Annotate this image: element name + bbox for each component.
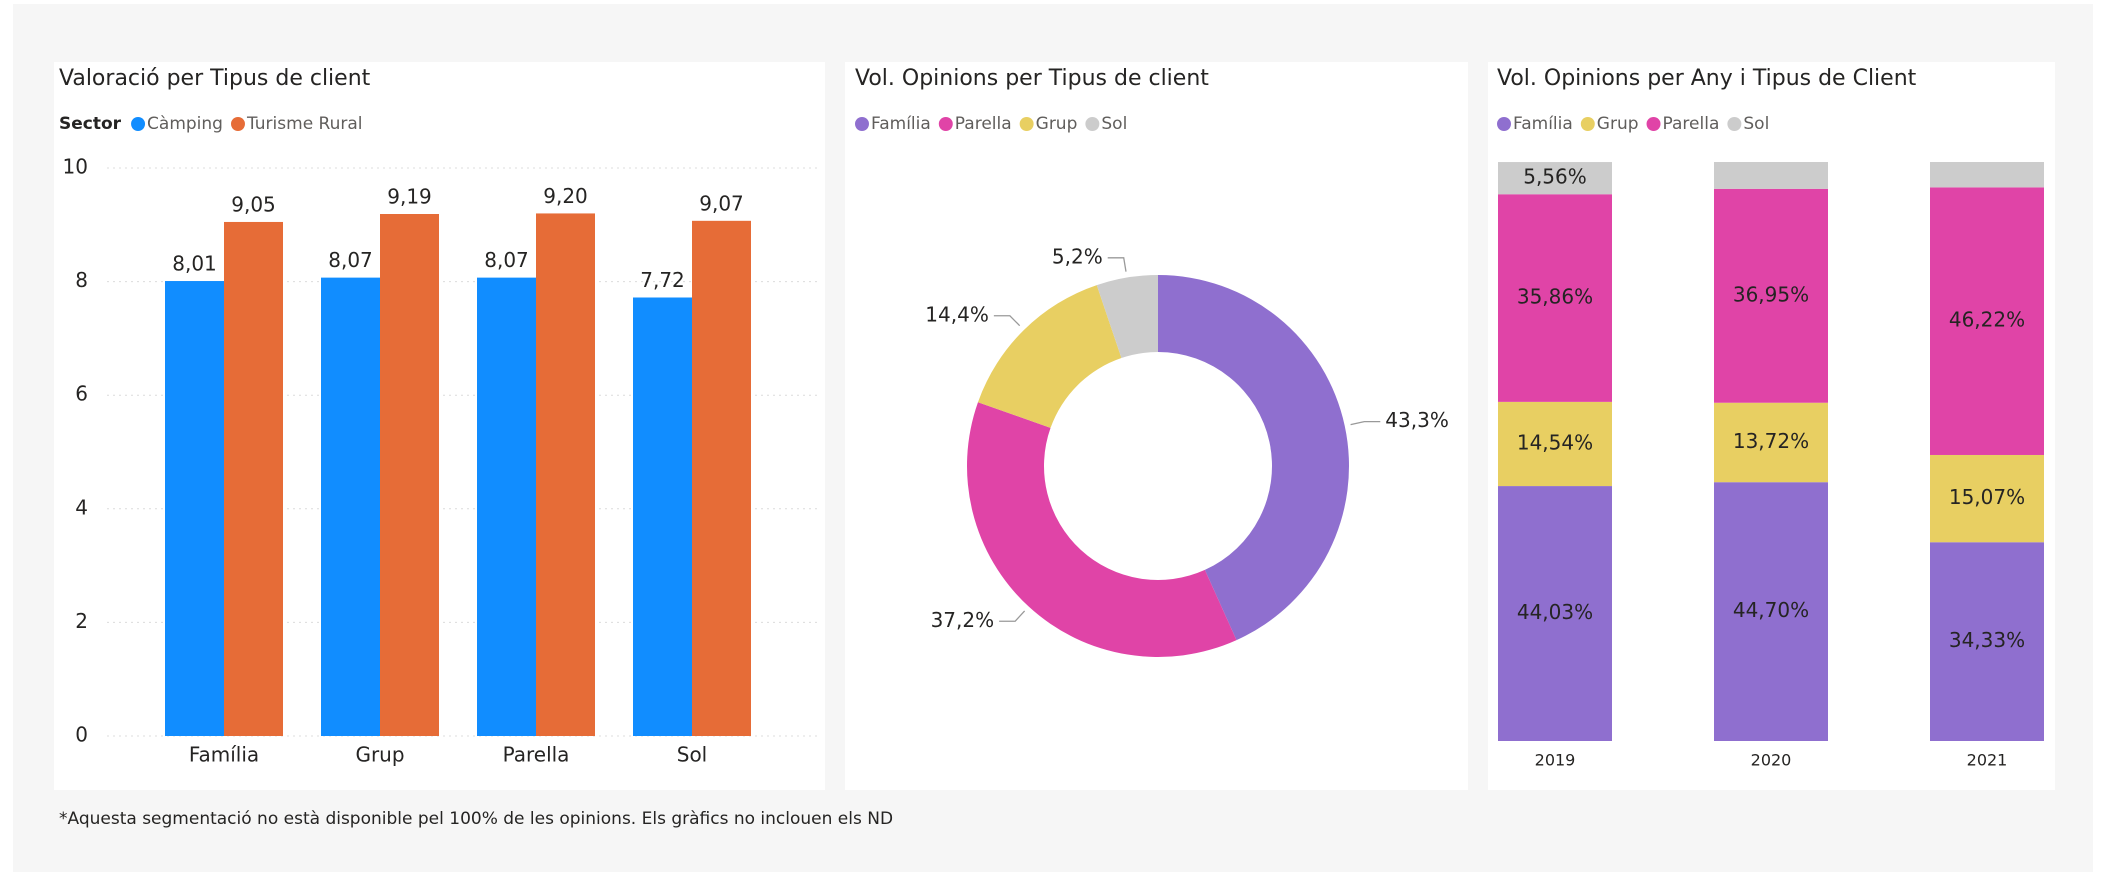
legend-label: Família (1513, 114, 1573, 134)
data-label: 36,95% (1733, 282, 1809, 306)
bar-segment (1498, 486, 1612, 741)
bar (692, 220, 751, 737)
legend-label: Càmping (147, 114, 223, 134)
legend-label: Grup (1597, 114, 1639, 134)
legend-label: Sol (1743, 114, 1769, 134)
data-label: 9,19 (387, 185, 432, 209)
bar-segment (1714, 162, 1828, 189)
data-label: 7,72 (640, 268, 685, 292)
bar (633, 297, 692, 736)
data-label: 14,4% (925, 302, 989, 326)
bar-segment (1930, 454, 2044, 543)
bar-segment (1714, 188, 1828, 403)
data-label: 8,01 (172, 252, 217, 276)
legend-title: Sector (59, 114, 122, 134)
bar (536, 213, 595, 736)
chart-title: Vol. Opinions per Tipus de client (855, 66, 1209, 91)
donut-segment (967, 402, 1237, 657)
panel (845, 62, 1468, 790)
donut-segment (1158, 275, 1350, 641)
legend-marker (1646, 117, 1661, 131)
bar (165, 281, 224, 736)
data-label: 15,07% (1949, 485, 2025, 509)
bar-segment (1714, 482, 1828, 741)
data-label: 35,86% (1517, 285, 1593, 309)
data-label: 9,05 (231, 192, 276, 216)
bar-segment (1498, 401, 1612, 487)
donut-segment (1096, 275, 1158, 359)
data-label: 37,2% (931, 608, 995, 632)
legend-marker (1497, 117, 1511, 131)
legend-marker (1019, 117, 1034, 131)
data-label: 46,22% (1949, 308, 2025, 332)
legend-label: Sol (1101, 114, 1127, 134)
data-label: 8,07 (328, 248, 373, 272)
bar (477, 277, 536, 736)
y-tick-label: 8 (75, 268, 88, 292)
bar-segment (1714, 402, 1828, 483)
legend-label: Grup (1036, 114, 1078, 134)
footnote: *Aquesta segmentació no està disponible … (59, 809, 893, 829)
y-tick-label: 0 (75, 723, 88, 747)
legend-label: Família (871, 114, 931, 134)
chart-title: Valoració per Tipus de client (59, 66, 371, 91)
leader-line (999, 610, 1026, 622)
x-tick-label: 2020 (1751, 751, 1792, 770)
y-tick-label: 2 (75, 609, 88, 633)
x-tick-label: 2019 (1535, 751, 1576, 770)
leader-line (1107, 257, 1127, 272)
data-label: 13,72% (1733, 429, 1809, 453)
bar (224, 221, 283, 736)
bar (321, 277, 380, 736)
x-tick-label: 2021 (1967, 751, 2008, 770)
legend-marker (1085, 117, 1100, 131)
data-label: 9,20 (543, 184, 588, 208)
data-label: 9,07 (699, 191, 744, 215)
data-label: 14,54% (1517, 430, 1593, 454)
data-label: 44,70% (1733, 598, 1809, 622)
data-label: 5,2% (1052, 244, 1103, 268)
legend-label: Turisme Rural (246, 114, 363, 134)
leader-line (993, 315, 1021, 327)
y-tick-label: 4 (75, 495, 88, 519)
legend-marker (938, 117, 953, 131)
legend-marker (855, 117, 869, 131)
legend-marker (1580, 117, 1595, 131)
donut-segment (977, 285, 1122, 428)
bar-segment (1930, 187, 2044, 455)
bar (380, 214, 439, 736)
data-label: 43,3% (1385, 408, 1449, 432)
bar-segment (1498, 162, 1612, 195)
y-tick-label: 6 (75, 382, 88, 406)
leader-line (1350, 420, 1381, 426)
data-label: 34,33% (1949, 628, 2025, 652)
bar-segment (1930, 542, 2044, 741)
bar-segment (1930, 162, 2044, 188)
legend-label: Parella (955, 114, 1012, 134)
data-label: 44,03% (1517, 600, 1593, 624)
x-tick-label: Sol (677, 743, 708, 767)
legend-marker (131, 117, 146, 131)
x-tick-label: Parella (503, 743, 570, 767)
y-tick-label: 10 (63, 155, 88, 179)
legend-label: Parella (1663, 114, 1720, 134)
bar-segment (1498, 194, 1612, 402)
data-label: 5,56% (1523, 165, 1587, 189)
data-label: 8,07 (484, 248, 529, 272)
x-tick-label: Grup (355, 743, 404, 767)
x-tick-label: Família (189, 743, 259, 767)
legend-marker (1727, 117, 1742, 131)
chart-title: Vol. Opinions per Any i Tipus de Client (1497, 66, 1917, 91)
legend-marker (230, 117, 245, 131)
